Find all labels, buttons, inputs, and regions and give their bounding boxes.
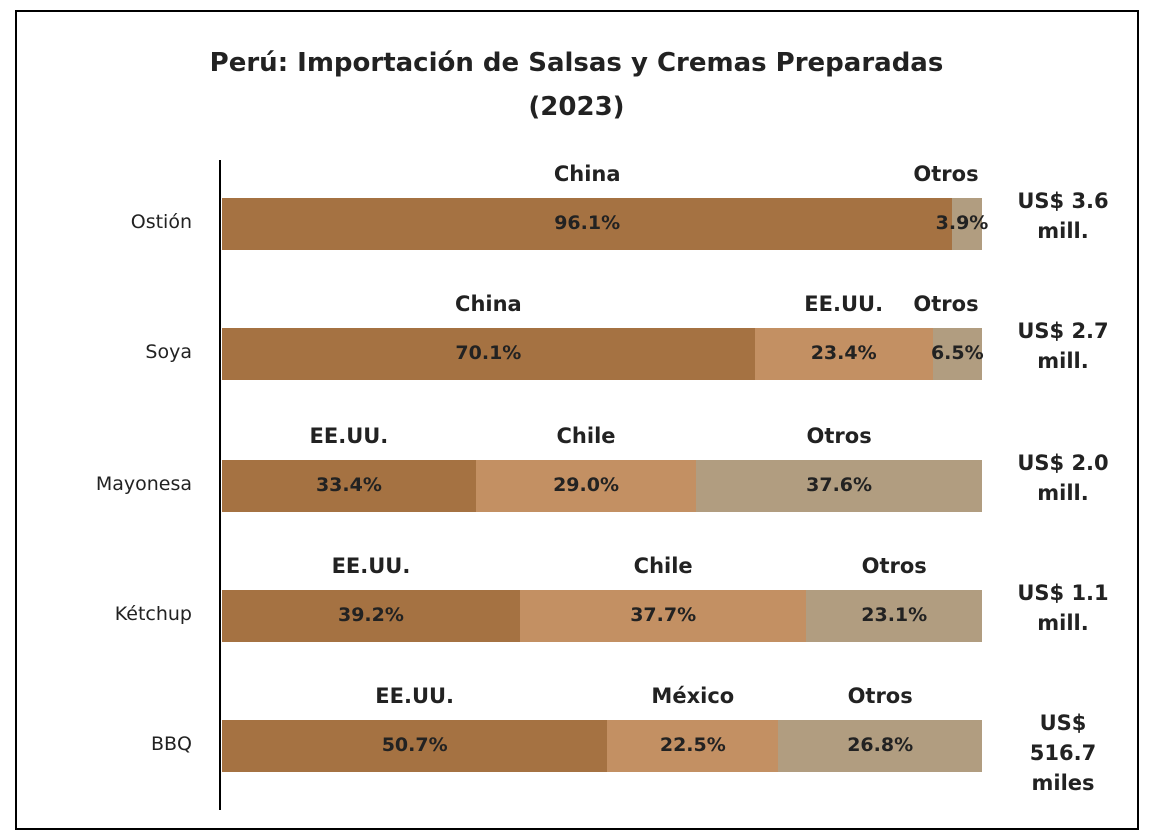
value-label: 50.7% <box>381 734 448 756</box>
bar-segment <box>222 328 755 380</box>
value-label: 23.1% <box>861 604 928 626</box>
value-label: 33.4% <box>315 474 382 496</box>
segment-name: México <box>651 684 735 708</box>
bar-segment <box>519 590 807 642</box>
bar-segment <box>778 720 982 772</box>
segment-name: Otros <box>806 424 872 448</box>
category-label: Mayonesa <box>95 473 192 495</box>
bar-segment <box>222 720 608 772</box>
bar-segment <box>222 460 476 512</box>
category-label: Soya <box>145 341 192 363</box>
segment-name: China <box>553 162 621 186</box>
value-label: 29.0% <box>553 474 619 496</box>
value-label: 37.7% <box>630 604 697 626</box>
bar-segment <box>222 590 520 642</box>
total-label: US$ 3.6 mill. <box>1017 189 1109 243</box>
segment-name: Otros <box>913 292 979 316</box>
category-label: BBQ <box>150 733 192 755</box>
segment-name: EE.UU. <box>331 554 411 578</box>
bar-segment <box>475 460 697 512</box>
bar-segment <box>754 328 933 380</box>
category-label: Ostión <box>130 211 192 233</box>
value-label: 3.9% <box>935 212 989 234</box>
bar-segment <box>952 198 982 250</box>
frame <box>15 10 1139 830</box>
bar-segment <box>806 590 982 642</box>
value-label: 22.5% <box>659 734 726 756</box>
bar-segment <box>696 460 982 512</box>
value-label: 6.5% <box>930 342 984 364</box>
value-label: 96.1% <box>554 212 621 234</box>
segment-name: Otros <box>913 162 979 186</box>
bar-segment <box>607 720 779 772</box>
segment-name: EE.UU. <box>309 424 389 448</box>
chart-subtitle: (2023) <box>528 92 625 122</box>
bar-segment <box>932 328 982 380</box>
value-label: 70.1% <box>455 342 522 364</box>
segment-name: China <box>455 292 522 316</box>
category-label: Kétchup <box>114 603 192 625</box>
segment-name: Chile <box>633 554 693 578</box>
segment-name: EE.UU. <box>804 292 884 316</box>
value-label: 23.4% <box>810 342 877 364</box>
total-label: US$ 1.1 mill. <box>1017 581 1109 635</box>
value-label: 39.2% <box>337 604 404 626</box>
total-label: US$ 516.7 miles <box>1029 711 1097 795</box>
chart-title: Perú: Importación de Salsas y Cremas Pre… <box>209 48 944 78</box>
total-label: US$ 2.0 mill. <box>1017 451 1109 505</box>
value-label: 37.6% <box>806 474 873 496</box>
segment-name: Otros <box>861 554 927 578</box>
value-label: 26.8% <box>847 734 914 756</box>
bar-segment <box>222 198 953 250</box>
segment-name: Otros <box>847 684 913 708</box>
segment-name: EE.UU. <box>375 684 455 708</box>
axis-line <box>219 160 221 810</box>
total-label: US$ 2.7 mill. <box>1017 319 1109 373</box>
segment-name: Chile <box>556 424 616 448</box>
